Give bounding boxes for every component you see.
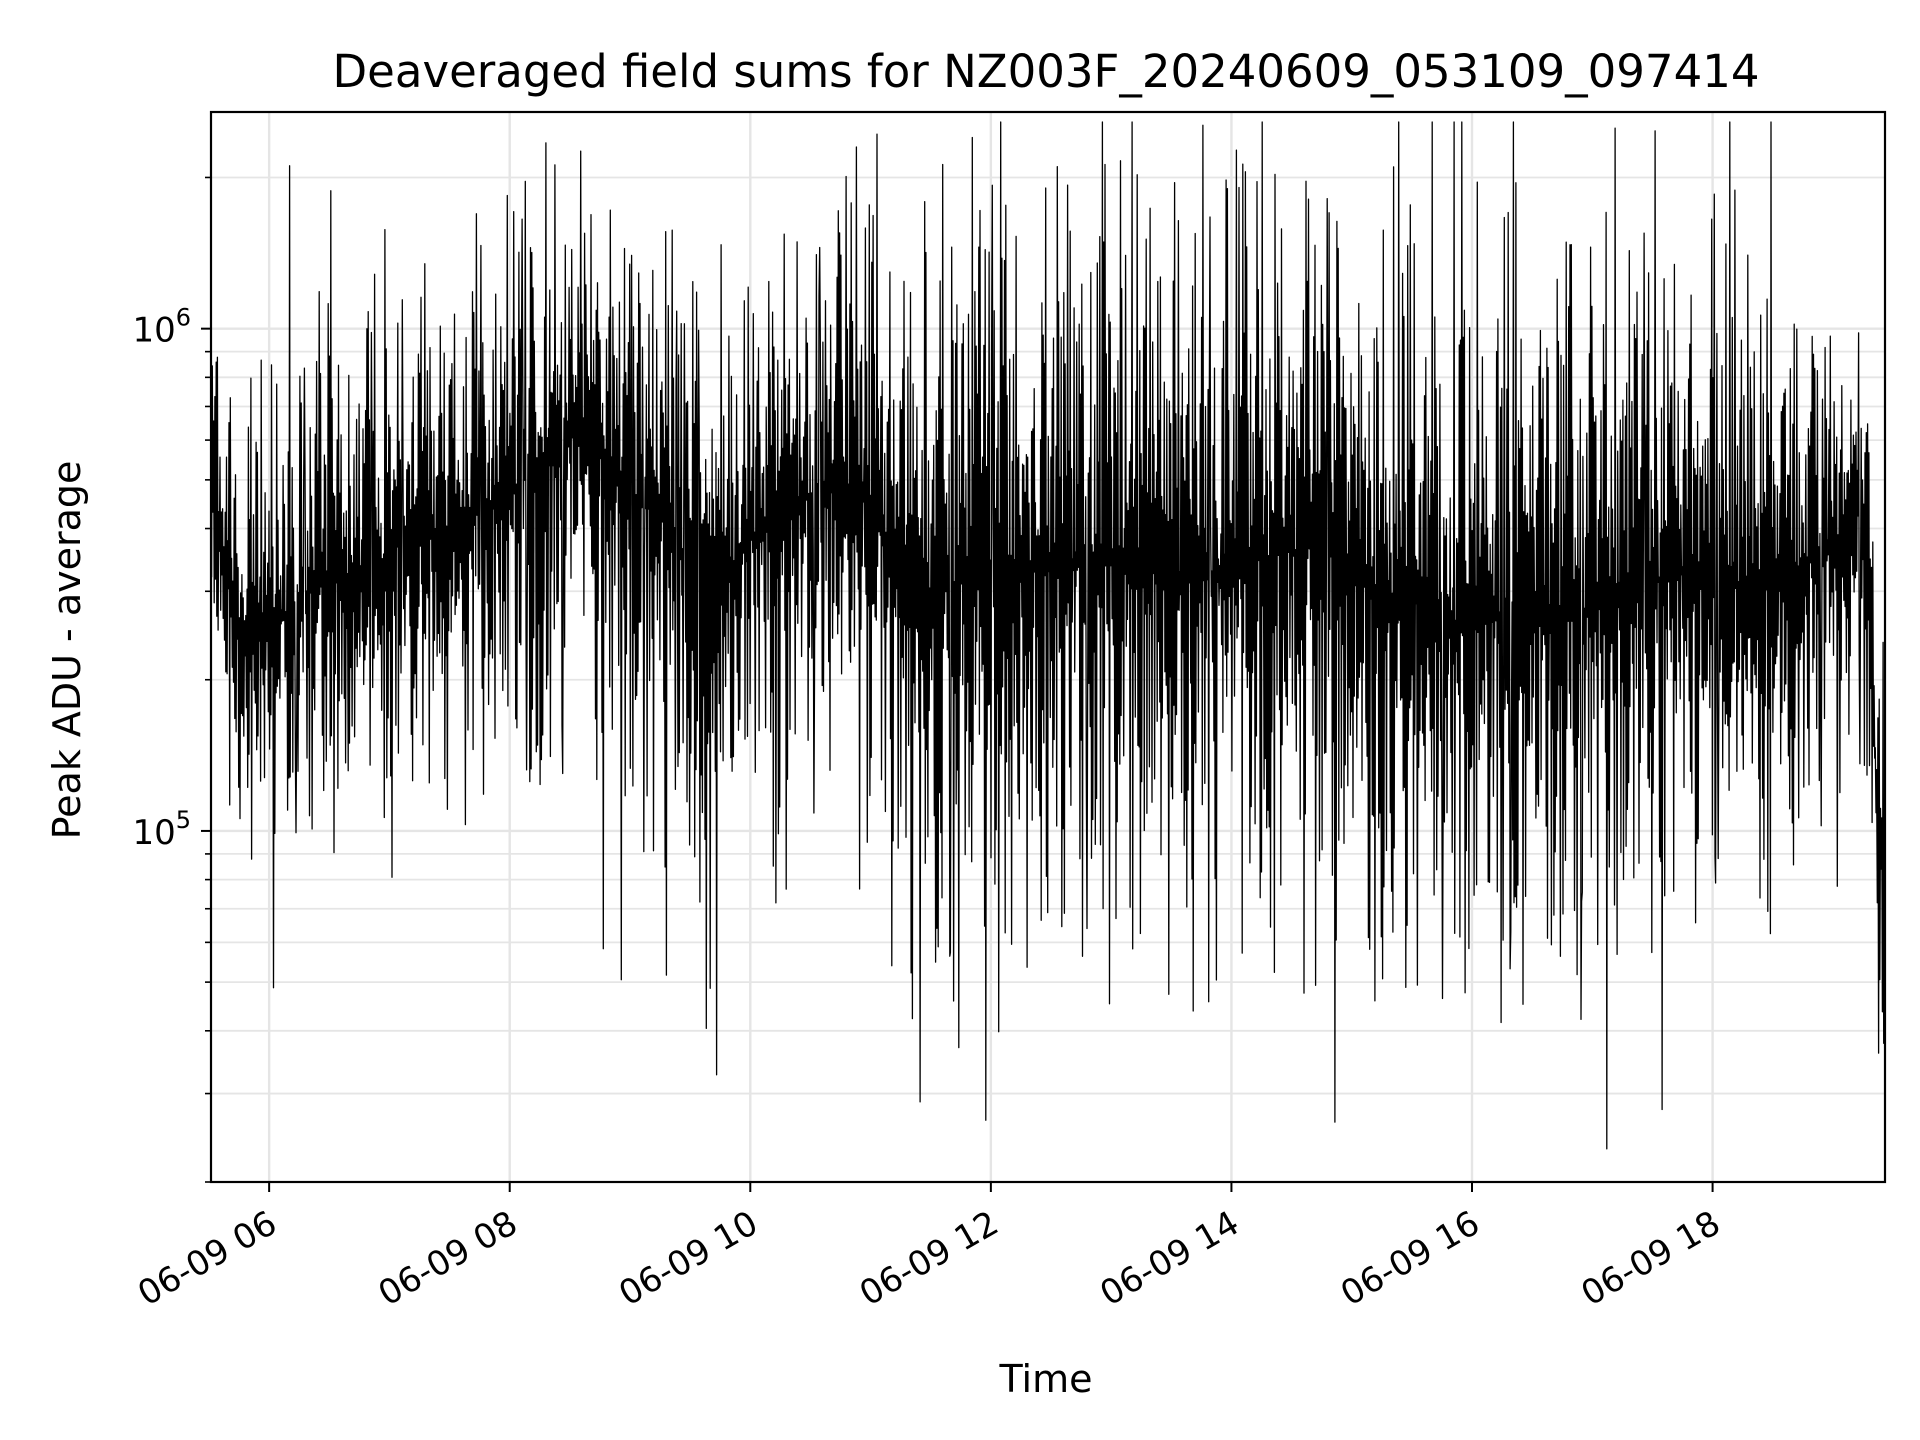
plot-frame: [209, 110, 1887, 1184]
x-axis-label: Time: [999, 1357, 1093, 1401]
y-tick-label: 106: [132, 304, 191, 351]
data-layer: [210, 121, 1886, 1150]
chart-title: Deaveraged field sums for NZ003F_2024060…: [333, 45, 1760, 98]
y-axis: 105 106: [132, 176, 211, 1183]
y-axis-label: Peak ADU - average: [45, 461, 89, 840]
y-tick-label: 105: [132, 806, 191, 853]
series-line: [210, 121, 1886, 1150]
